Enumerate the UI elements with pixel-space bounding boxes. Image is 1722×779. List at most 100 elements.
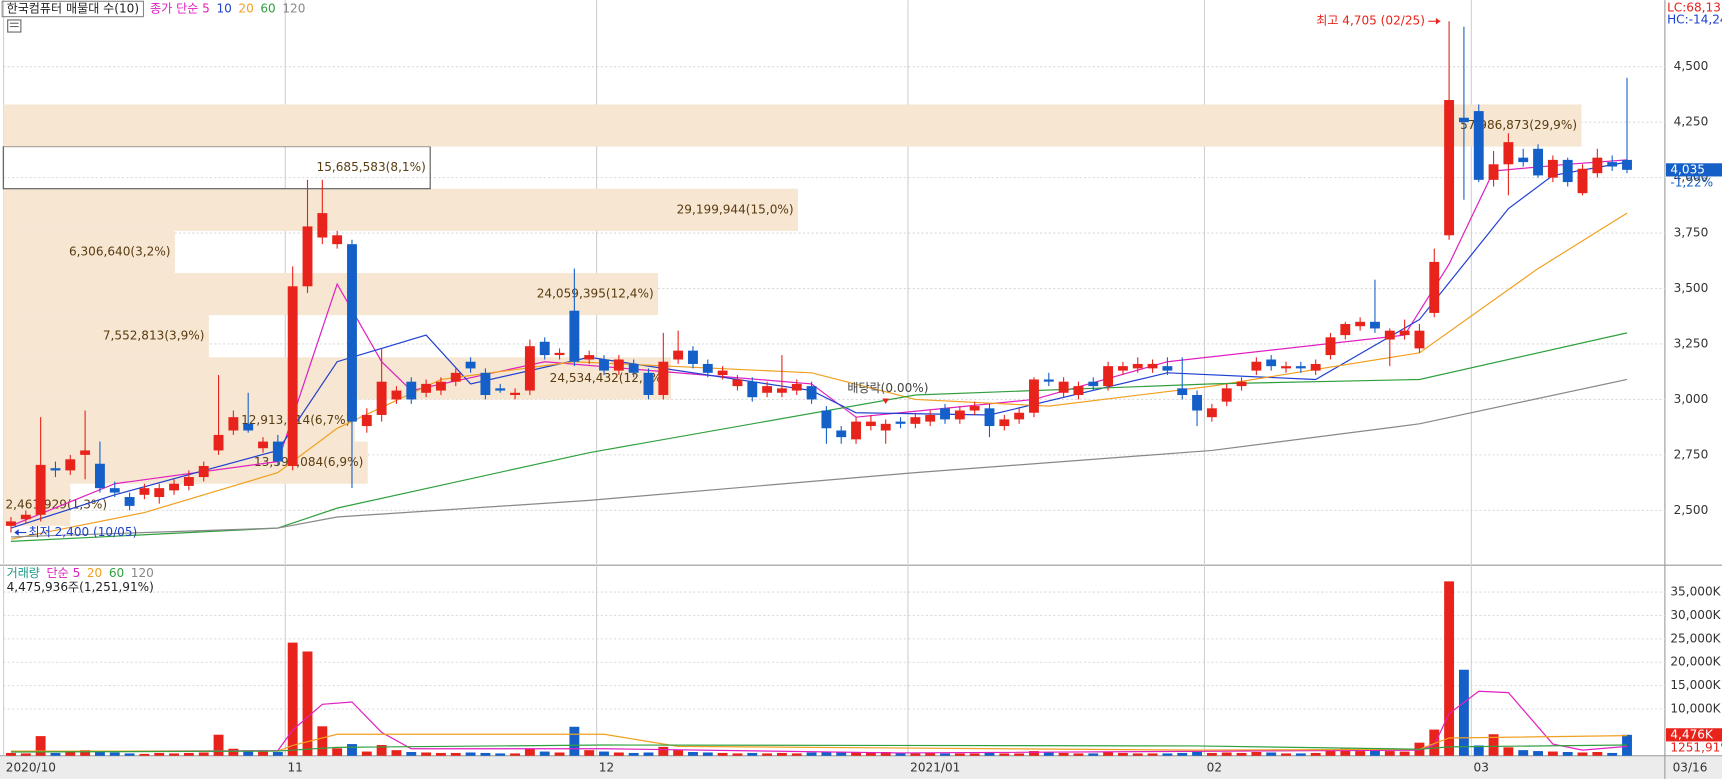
- legend-entry: 20: [238, 1, 253, 15]
- volume-bar: [1043, 752, 1054, 756]
- candle-body: [361, 414, 372, 427]
- candle-body: [821, 410, 832, 429]
- candle-body: [169, 483, 180, 491]
- candle-body: [1384, 330, 1395, 340]
- x-axis-strip: [0, 755, 1722, 779]
- volume-profile-bar: [3, 315, 209, 358]
- price-ma-line: [10, 332, 1628, 542]
- volume-bar: [702, 752, 713, 756]
- legend-entry: 거래량: [7, 566, 40, 580]
- volume-bar: [1266, 752, 1277, 756]
- candle-body: [1547, 159, 1558, 178]
- candle-body: [1132, 363, 1143, 369]
- candle-body: [599, 359, 609, 371]
- volume-bar: [450, 752, 461, 756]
- candle-body: [910, 417, 921, 424]
- candle-body: [524, 346, 535, 391]
- volume-bar: [1384, 751, 1395, 756]
- volume-bar: [1117, 752, 1128, 756]
- volume-bar: [524, 748, 535, 756]
- volume-bar: [1058, 752, 1069, 756]
- volume-bar: [806, 752, 817, 756]
- volume-profile-label: 2,461,929(1,3%): [5, 497, 107, 511]
- volume-bar: [465, 752, 476, 756]
- volume-bar: [954, 753, 965, 756]
- volume-bar: [658, 746, 669, 756]
- volume-bar: [1132, 753, 1143, 756]
- candle-body: [539, 341, 550, 356]
- candle-body: [1058, 381, 1069, 393]
- legend-entry: 20: [87, 566, 102, 580]
- volume-bar: [1310, 752, 1321, 756]
- candle-body: [124, 497, 135, 506]
- volume-bar: [1458, 669, 1469, 756]
- candle-body: [465, 361, 476, 369]
- volume-bar: [80, 750, 91, 756]
- volume-bar: [1088, 753, 1099, 756]
- candle-body: [925, 414, 936, 422]
- y-tick-label: 35,000K: [1670, 585, 1721, 599]
- candle-body: [1281, 366, 1291, 369]
- volume-bar: [65, 751, 76, 756]
- volume-bar: [1192, 751, 1202, 756]
- volume-bar: [821, 751, 832, 756]
- y-tick-label: 3,250: [1674, 336, 1709, 350]
- candle-body: [376, 381, 387, 415]
- x-tick-label: 2021/01: [910, 760, 960, 774]
- candle-body: [287, 286, 298, 466]
- volume-bar: [895, 753, 906, 756]
- candle-body: [776, 388, 787, 393]
- volume-bar: [139, 753, 150, 756]
- x-tick-label: 02: [1207, 760, 1222, 774]
- volume-bar: [969, 753, 980, 756]
- volume-bar: [361, 751, 372, 756]
- candle-body: [1399, 330, 1410, 336]
- volume-bar: [1518, 750, 1529, 756]
- candle-body: [1503, 142, 1514, 165]
- candle-body: [421, 383, 432, 393]
- candle-body: [1310, 363, 1321, 371]
- y-tick-label: 4,500: [1674, 59, 1709, 73]
- volume-bar: [228, 748, 239, 756]
- y-tick-label: 10,000K: [1670, 701, 1721, 715]
- volume-bar: [1177, 752, 1188, 756]
- volume-bar: [688, 752, 698, 756]
- candle-body: [272, 441, 283, 462]
- volume-profile-bar: [3, 273, 659, 316]
- volume-profile-label: 24,059,395(12,4%): [537, 287, 654, 301]
- candle-body: [1473, 111, 1484, 180]
- volume-bar: [1162, 753, 1173, 756]
- candle-body: [139, 488, 150, 495]
- candle-body: [450, 372, 461, 382]
- candle-body: [1518, 157, 1529, 163]
- candle-body: [6, 521, 16, 526]
- candle-body: [317, 213, 328, 238]
- candle-body: [762, 386, 773, 393]
- candle-body: [954, 410, 965, 420]
- candle-body: [332, 235, 343, 245]
- candle-body: [1325, 337, 1336, 356]
- volume-bar: [1236, 752, 1247, 756]
- volume-bar: [1281, 753, 1291, 756]
- legend-entry: 60: [109, 566, 124, 580]
- volume-bar: [791, 753, 802, 756]
- legend-entry: 단순 5: [47, 566, 81, 580]
- candle-body: [302, 226, 313, 287]
- volume-bar: [347, 744, 357, 756]
- y-tick-label: 25,000K: [1670, 631, 1721, 645]
- candle-body: [94, 463, 105, 489]
- volume-bar: [1221, 752, 1232, 756]
- candle-body: [228, 417, 239, 431]
- price-ma-line: [10, 378, 1628, 538]
- volume-bar: [376, 745, 387, 756]
- volume-bar: [183, 752, 194, 756]
- candle-body: [1607, 162, 1618, 167]
- volume-bar: [539, 751, 550, 756]
- volume-bar: [776, 752, 787, 756]
- candle-body: [35, 464, 46, 515]
- volume-profile-bar: [3, 230, 175, 274]
- legend-entry: 60: [260, 1, 275, 15]
- volume-bar: [1592, 752, 1603, 756]
- volume-bar: [243, 751, 254, 756]
- volume-bar: [1503, 747, 1514, 756]
